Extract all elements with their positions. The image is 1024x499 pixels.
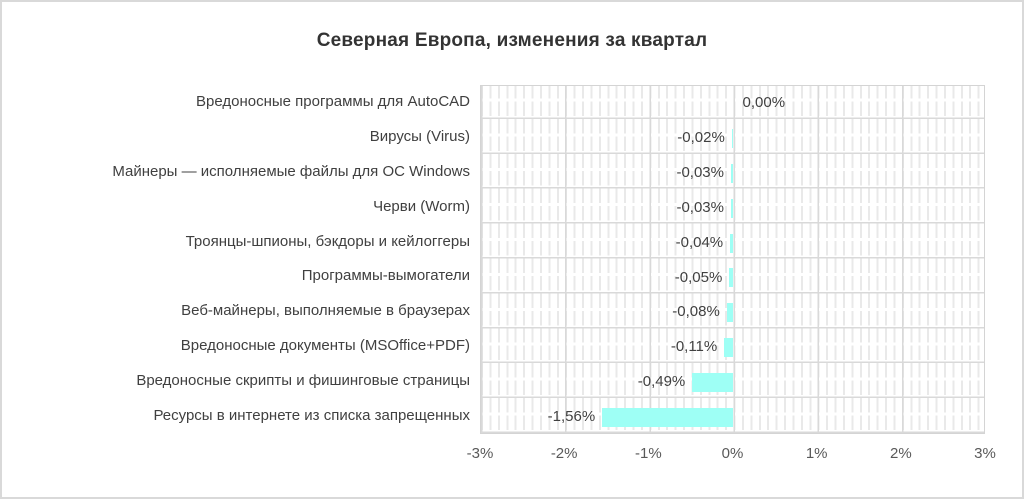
bar [731, 128, 734, 148]
data-label: -1,56% [547, 408, 596, 426]
bar [726, 303, 734, 323]
data-label: -0,08% [672, 303, 720, 321]
bar [730, 233, 734, 253]
x-tick-label: -1% [634, 445, 662, 462]
x-tick-label: -3% [466, 445, 494, 462]
category-label: Программы-вымогатели [301, 267, 470, 285]
chart-title: Северная Европа, изменения за квартал [316, 30, 708, 51]
data-label: -0,03% [676, 198, 724, 216]
x-axis-labels: -3% -2% -1% 0% 1% 2% 3% [467, 445, 996, 469]
category-label: Веб-майнеры, выполняемые в браузерах [181, 302, 470, 320]
x-tick-label: 3% [974, 445, 996, 462]
category-label: Вредоносные программы для AutoCAD [195, 93, 470, 110]
data-label: -0,04% [675, 233, 724, 251]
data-label: -0,02% [677, 128, 725, 146]
bar [729, 268, 734, 288]
category-label: Майнеры — исполняемые файлы для ОС Windo… [112, 162, 470, 180]
bar [730, 163, 734, 183]
category-label: Вредоносные скрипты и фишинговые страниц… [136, 372, 470, 390]
bar [730, 198, 734, 218]
category-label: Ресурсы в интернете из списка запрещенны… [153, 407, 470, 425]
bar [724, 338, 734, 358]
category-label: Черви (Worm) [373, 197, 470, 215]
data-label: -0,03% [676, 163, 724, 181]
bar [602, 408, 734, 428]
x-tick-label: -2% [550, 445, 578, 462]
category-label: Вредоносные документы (MSOffice+PDF) [180, 337, 470, 355]
data-label: -0,11% [670, 338, 718, 356]
x-tick-label: 1% [805, 445, 828, 462]
category-label: Троянцы-шпионы, бэкдоры и кейлоггеры [185, 232, 470, 250]
category-label: Вирусы (Virus) [369, 127, 470, 145]
x-tick-label: 2% [889, 445, 912, 462]
x-tick-label: 0% [721, 445, 744, 462]
category-axis-labels: Вредоносные программы для AutoCAD Вирусы … [2, 85, 470, 434]
plot-area: 0,00% -0,02% -0,03% -0,03% -0,04% -0,05% -0,08… [480, 85, 985, 434]
bar [692, 373, 734, 393]
data-label: 0,00% [742, 94, 786, 111]
data-label: -0,49% [637, 373, 686, 391]
data-label: -0,05% [674, 268, 723, 286]
